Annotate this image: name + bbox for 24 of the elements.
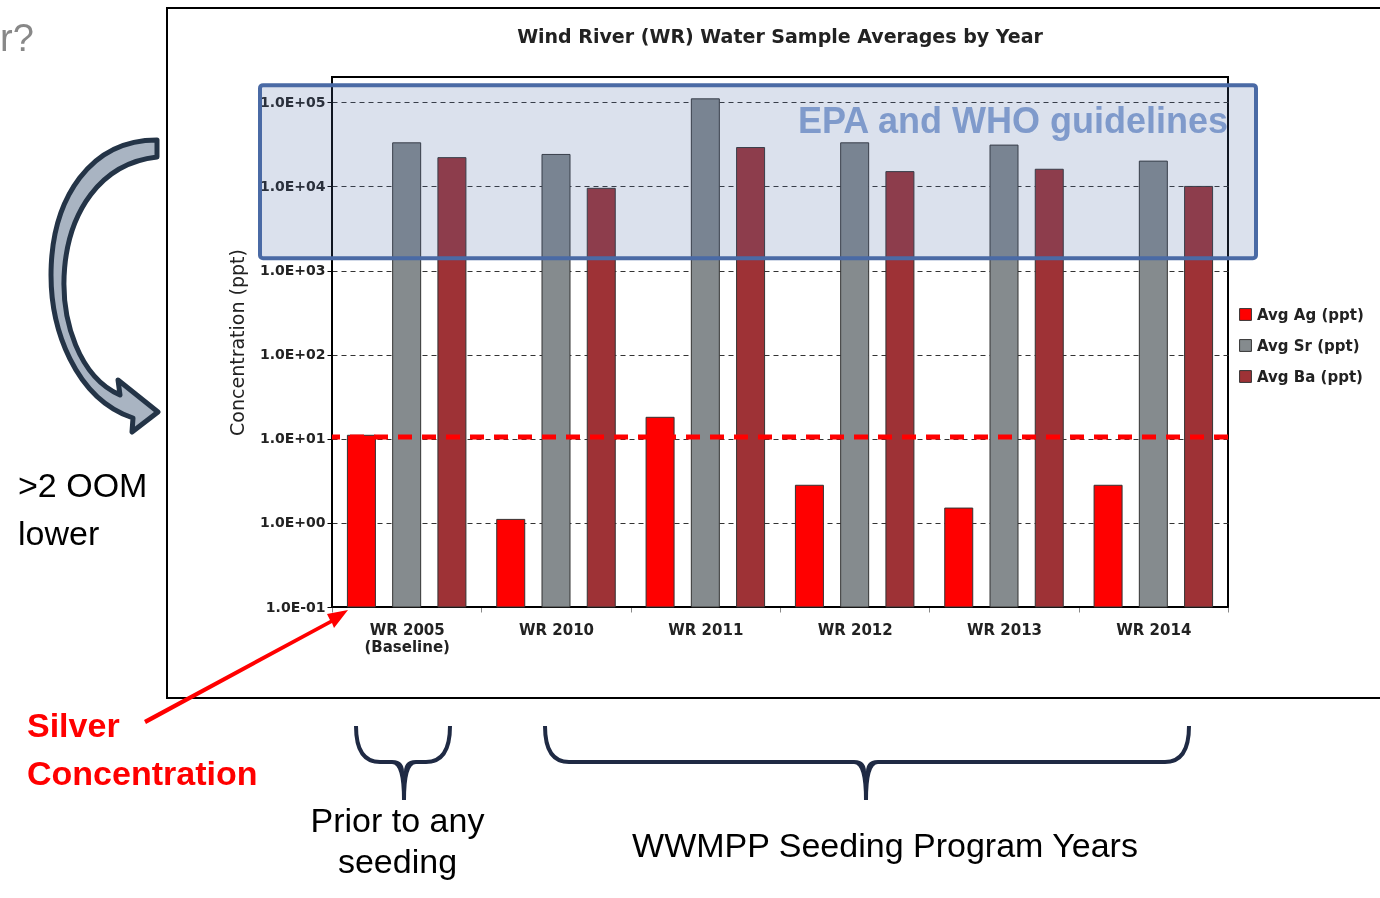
text: WWMPP Seeding Program Years	[631, 825, 1139, 866]
legend-label: Avg Ag (ppt)	[1257, 305, 1364, 324]
x-tick-label: WR 2014	[1116, 620, 1192, 639]
legend-label: Avg Sr (ppt)	[1257, 336, 1360, 355]
x-tick-label: WR 2010	[518, 620, 595, 639]
text: >2 OOM lower	[18, 465, 149, 554]
x-tick-label: WR 2012	[817, 620, 893, 639]
legend-label: Avg Ba (ppt)	[1257, 367, 1363, 386]
x-tick-label: WR 2011	[668, 620, 744, 639]
x-tick-label: WR 2013	[966, 620, 1043, 639]
y-tick-label: 1.0E+05	[259, 93, 326, 110]
y-tick-label: 1.0E+02	[259, 346, 326, 363]
y-tick-label: 1.0E+00	[259, 514, 326, 531]
chart-title: Wind River (WR) Water Sample Averages by Year	[517, 25, 1044, 47]
y-tick-label: 1.0E+03	[259, 262, 326, 279]
text: r?	[0, 16, 35, 61]
y-tick-label: 1.0E+01	[259, 430, 326, 447]
y-axis-title: Concentration (ppt)	[225, 249, 248, 436]
y-tick-label: 1.0E+04	[259, 177, 326, 194]
band-label: EPA and WHO guidelines	[797, 100, 1228, 142]
text: Silver Concentration	[27, 705, 259, 794]
text: Prior to any seeding	[309, 800, 486, 882]
y-tick-label: 1.0E-01	[265, 598, 326, 615]
x-tick-label: WR 2005 (Baseline)	[364, 620, 450, 656]
